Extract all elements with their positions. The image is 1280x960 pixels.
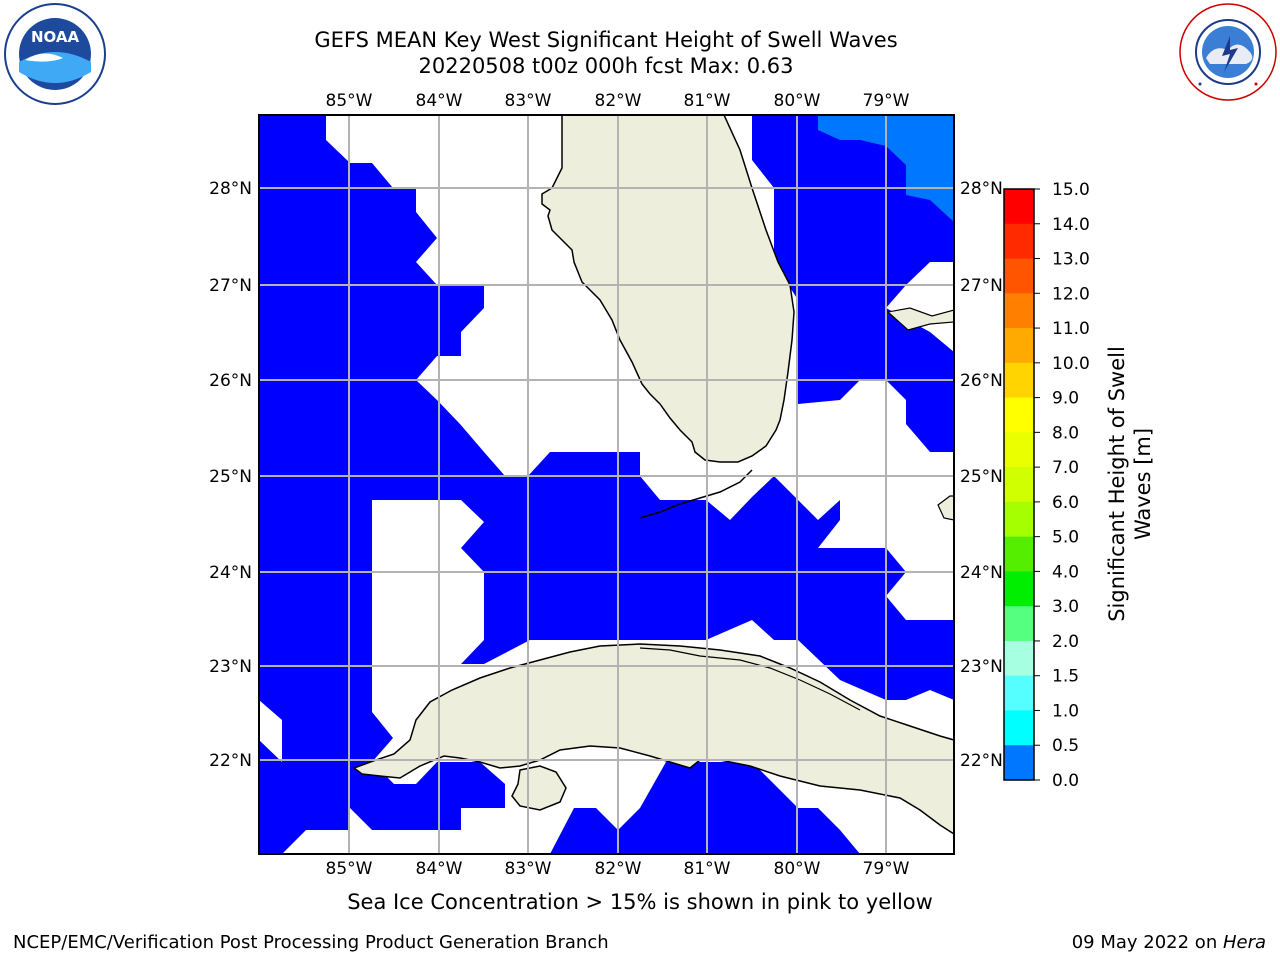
footer-date-text: 09 May 2022 on [1071,932,1223,953]
colorbar-frame [1003,188,1035,781]
longitude-tick-label: 82°W [595,859,642,879]
colorbar-tick-label: 0.5 [1052,736,1079,756]
graticule [259,115,954,854]
colorbar-swatch [1004,675,1034,711]
nws-logo [1179,3,1277,101]
colorbar-swatch [1004,571,1034,607]
longitude-tick-label: 81°W [684,91,731,111]
latitude-tick-label: 27°N [209,276,252,296]
longitude-tick-label: 84°W [416,91,463,111]
florida-keys [639,469,753,519]
colorbar-swatch [1004,328,1034,364]
isle-of-youth [511,765,567,811]
latitude-tick-label: 23°N [960,657,1003,677]
colorbar-swatch [1004,536,1034,572]
colorbar-swatch [1004,432,1034,468]
longitude-tick-label: 83°W [505,859,552,879]
colorbar-swatch [1004,293,1034,329]
latitude-tick-label: 24°N [209,563,252,583]
map-area [258,114,955,855]
swell-region-west [259,115,954,854]
longitude-tick-label: 85°W [326,859,373,879]
colorbar-swatch [1004,223,1034,260]
colorbar-swatch [1004,467,1034,503]
latitude-tick-label: 22°N [960,751,1003,771]
colorbar: 15.0 14.0 13.0 12.0 11.0 10.0 9.0 8.0 7.0 6.0 5.0 4… [1003,180,1090,791]
colorbar-tick-label: 1.5 [1052,667,1079,687]
colorbar-swatch [1004,258,1034,294]
swell-region-northeast [752,115,954,452]
colorbar-tick-label: 13.0 [1052,250,1090,270]
swell-region-southeast [550,762,860,854]
colorbar-tick-label: 2.0 [1052,632,1079,652]
noaa-logo: NOAA [4,3,106,105]
longitude-tick-label: 83°W [505,91,552,111]
colorbar-tick-label: 9.0 [1052,389,1079,409]
colorbar-tick-label: 8.0 [1052,423,1079,443]
colorbar-tick-label: 1.0 [1052,701,1079,721]
latitude-tick-label: 26°N [209,371,252,391]
longitude-tick-label: 85°W [326,91,373,111]
longitude-tick-label: 79°W [863,859,910,879]
colorbar-swatch [1004,397,1034,433]
latitude-tick-label: 25°N [209,467,252,487]
colorbar-swatch [1004,745,1034,781]
landmasses [352,114,955,836]
latitude-tick-label: 25°N [960,467,1003,487]
footer-date: 09 May 2022 on Hera [1072,932,1266,953]
colorbar-tick-label: 12.0 [1052,284,1090,304]
sea-ice-caption: Sea Ice Concentration > 15% is shown in … [347,890,933,914]
colorbar-tick-label: 3.0 [1052,597,1079,617]
swell-region-higher [818,115,954,222]
colorbar-swatch [1004,710,1034,746]
colorbar-swatch [1004,362,1034,399]
colorbar-swatch [1004,501,1034,538]
latitude-tick-label: 22°N [209,751,252,771]
colorbar-tick-label: 4.0 [1052,562,1079,582]
longitude-labels-bottom: 85°W 84°W 83°W 82°W 81°W 80°W 79°W [326,859,910,879]
colorbar-tick-label: 10.0 [1052,354,1090,374]
longitude-tick-label: 81°W [684,859,731,879]
colorbar-tick-label: 5.0 [1052,528,1079,548]
colorbar-label-line1: Significant Height of Swell [1105,346,1129,622]
longitude-tick-label: 80°W [774,859,821,879]
latitude-tick-label: 23°N [209,657,252,677]
colorbar-swatch [1004,640,1034,677]
noaa-logo-text: NOAA [31,28,80,46]
latitude-tick-label: 28°N [209,179,252,199]
latitude-labels-left: 28°N 27°N 26°N 25°N 24°N 23°N 22°N [209,179,252,771]
latitude-tick-label: 26°N [960,371,1003,391]
florida-peninsula [541,114,795,463]
latitude-tick-label: 24°N [960,563,1003,583]
latitude-tick-label: 28°N [960,179,1003,199]
colorbar-label-line2: Waves [m] [1131,428,1155,540]
swell-field [259,115,954,854]
map-frame [258,114,955,855]
chart-subtitle: 20220508 t00z 000h fcst Max: 0.63 [418,54,794,78]
longitude-tick-label: 84°W [416,859,463,879]
cuba-north-keys [639,647,861,711]
footer-branch: NCEP/EMC/Verification Post Processing Pr… [13,932,609,953]
chart-title: GEFS MEAN Key West Significant Height of… [314,28,898,52]
colorbar-tick-label: 14.0 [1052,215,1090,235]
latitude-tick-label: 27°N [960,276,1003,296]
longitude-tick-label: 82°W [595,91,642,111]
colorbar-tick-label: 0.0 [1052,771,1079,791]
colorbar-tick-label: 15.0 [1052,180,1090,200]
latitude-labels-right: 28°N 27°N 26°N 25°N 24°N 23°N 22°N [960,179,1003,771]
longitude-labels-top: 85°W 84°W 83°W 82°W 81°W 80°W 79°W [326,91,910,111]
colorbar-tick-label: 6.0 [1052,493,1079,513]
colorbar-swatch [1004,189,1034,225]
footer-machine: Hera [1222,932,1266,953]
longitude-tick-label: 80°W [774,91,821,111]
colorbar-swatch [1004,606,1034,642]
colorbar-tick-label: 7.0 [1052,458,1079,478]
longitude-tick-label: 79°W [863,91,910,111]
colorbar-tick-label: 11.0 [1052,319,1090,339]
